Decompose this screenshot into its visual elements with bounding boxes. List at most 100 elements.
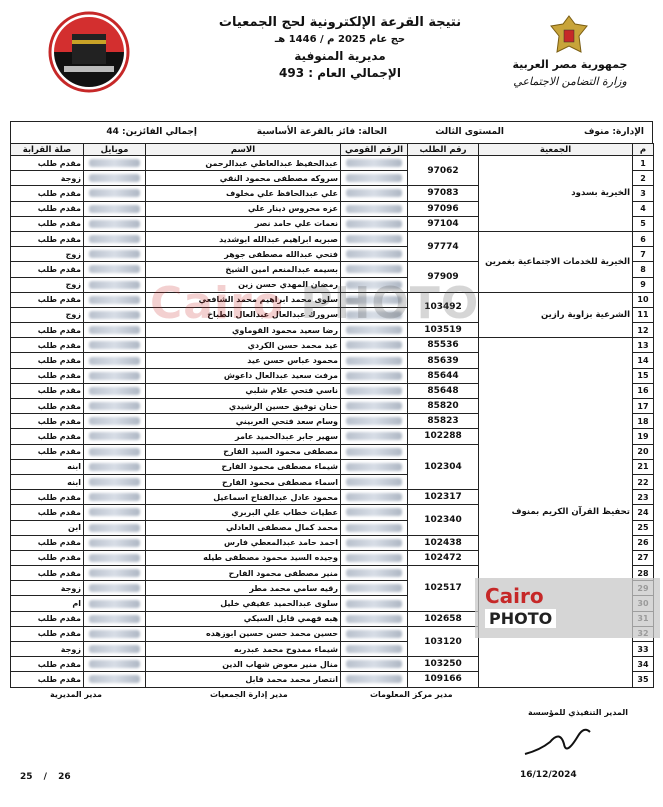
header: نتيجة القرعة الإلكترونية لحج الجمعيات حج… [180, 14, 500, 82]
blurred-id [346, 356, 402, 365]
national-id-cell [340, 352, 408, 369]
name: محمد كمال مصطفى العادلي [145, 519, 341, 536]
blurred-mobile [89, 553, 140, 562]
blurred-mobile [89, 265, 140, 274]
name: عزه محروس دينار علي [145, 200, 341, 217]
name: سروكه مصطفى محمود النقي [145, 170, 341, 187]
mobile-cell [83, 200, 146, 217]
request-number: 85644 [407, 367, 479, 384]
table-body: 1 الخيرية بسدود 97062 عبدالحفيظ عبدالعاطي ع… [10, 154, 654, 688]
name: حنان توفيق حسين الرشيدي [145, 397, 341, 415]
mobile-cell [83, 154, 146, 172]
row-number: 15 [632, 367, 654, 384]
request-number: 102658 [407, 610, 479, 627]
national-id-cell [340, 671, 408, 688]
name: اسماء مصطفى محمود الفارح [145, 473, 341, 491]
blurred-mobile [89, 402, 140, 411]
blurred-mobile [89, 386, 140, 395]
blurred-mobile [89, 493, 140, 502]
relation: مقدم طلب [10, 397, 84, 415]
relation: مقدم طلب [10, 413, 84, 430]
request-number: 85648 [407, 382, 479, 400]
request-number: 102317 [407, 489, 479, 506]
ministry: وزارة التضامن الاجتماعي [513, 75, 627, 88]
blurred-id [346, 159, 402, 168]
request-number: 102340 [407, 504, 479, 536]
mobile-cell [83, 473, 146, 491]
country: جمهورية مصر العربية [512, 58, 628, 71]
table-row: 24 102340 عطيات خطاب علي البربري مقدم طلب [10, 504, 654, 536]
mobile-cell [83, 185, 146, 202]
national-id-cell [340, 565, 408, 582]
name: نعمات علي حامد نصر [145, 215, 341, 232]
blurred-mobile [89, 523, 140, 532]
table-row: 3 97083 علي عبدالحافظ علي مخلوف مقدم طلب [10, 185, 654, 202]
blurred-mobile [89, 660, 140, 669]
eagle-emblem [550, 15, 588, 53]
row-number: 27 [632, 549, 654, 567]
name: انتصار محمد محمد قابل [145, 671, 341, 688]
row-number: 5 [632, 215, 654, 232]
mobile-cell [83, 428, 146, 445]
blurred-mobile [89, 356, 140, 365]
row-number: 23 [632, 489, 654, 506]
request-number: 85823 [407, 413, 479, 430]
relation: مقدم طلب [10, 367, 84, 384]
blurred-id [346, 371, 402, 380]
relation: مقدم طلب [10, 656, 84, 673]
row-number: 11 [632, 306, 654, 324]
mobile-cell [83, 382, 146, 400]
hajj-logo [48, 11, 130, 93]
relation: مقدم طلب [10, 534, 84, 551]
national-id-cell [340, 489, 408, 506]
row-number: 20 [632, 443, 654, 460]
relation: مقدم طلب [10, 185, 84, 202]
blurred-id [346, 417, 402, 426]
name: بسيمه عبدالمنعم امين الشيخ [145, 261, 341, 278]
column-header: موبايل [83, 143, 146, 156]
association: الخيرية بسدود [478, 155, 633, 232]
table-row: 22 اسماء مصطفى محمود الفارح ابنه [10, 473, 654, 491]
table-row: 2 سروكه مصطفى محمود النقي زوجة [10, 170, 654, 187]
blurred-id [346, 402, 402, 411]
name: فتحي عبدالله مصطفى جوهر [145, 246, 341, 263]
row-number: 34 [632, 656, 654, 673]
watermark: Cairo PHOTO [150, 278, 479, 329]
column-header: الجمعية [478, 143, 633, 156]
name: عبدالحفيظ عبدالعاطي عبدالرحمن [145, 154, 341, 172]
request-number: 97096 [407, 200, 479, 217]
national-id-cell [340, 413, 408, 430]
signature: مدير المديرية [50, 690, 102, 699]
mobile-cell [83, 367, 146, 384]
relation: زوج [10, 276, 84, 293]
row-number: 33 [632, 640, 654, 658]
ministry-block: جمهورية مصر العربية وزارة التضامن الاجتم… [505, 14, 635, 88]
relation: مقدم طلب [10, 322, 84, 339]
blurred-mobile [89, 295, 140, 304]
national-id-cell [340, 428, 408, 445]
name: شيماء ممدوح محمد عبدربه [145, 640, 341, 658]
blurred-id [346, 569, 402, 578]
national-id-cell [340, 246, 408, 263]
relation: ابن [10, 519, 84, 536]
name: وسام سعد فتحي العربيني [145, 413, 341, 430]
request-number: 102438 [407, 534, 479, 551]
national-id-cell [340, 534, 408, 551]
national-id-cell [340, 595, 408, 612]
blurred-id [346, 295, 402, 304]
mobile-cell [83, 246, 146, 263]
relation: مقدم طلب [10, 215, 84, 232]
blurred-mobile [89, 584, 140, 593]
row-number: 13 [632, 337, 654, 354]
blurred-id [346, 341, 402, 350]
mobile-cell [83, 610, 146, 627]
national-id-cell [340, 215, 408, 232]
national-id-cell [340, 625, 408, 643]
national-id-cell [340, 640, 408, 658]
column-header: الرقم القومي [340, 143, 408, 156]
request-number: 109166 [407, 671, 479, 688]
relation: زوجة [10, 170, 84, 187]
watermark-badge: Cairo PHOTO [475, 578, 660, 638]
row-number: 7 [632, 246, 654, 263]
